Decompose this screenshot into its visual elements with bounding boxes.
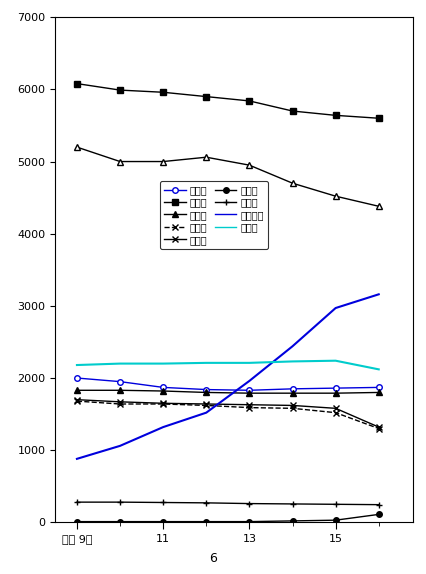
Text: 6: 6 [209, 552, 217, 565]
Legend: 農業科, 工業科, 商業科, 水産科, 家庭科, 情報科, 福祉科, 総合学科, その他: 農業科, 工業科, 商業科, 水産科, 家庭科, 情報科, 福祉科, 総合学科,… [161, 181, 268, 249]
